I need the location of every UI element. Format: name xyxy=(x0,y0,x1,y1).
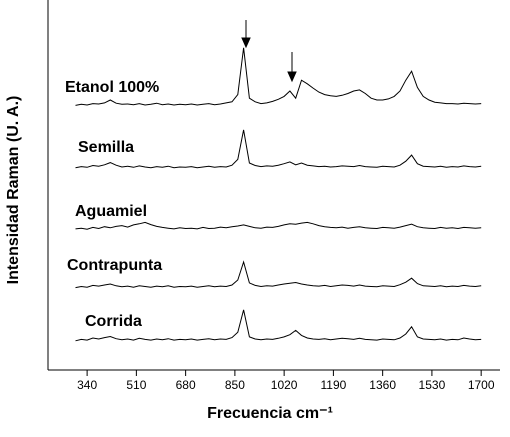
x-axis-label: Frecuencia cm⁻¹ xyxy=(207,405,333,422)
spectrum-line xyxy=(75,309,482,342)
x-tick-label: 340 xyxy=(77,378,97,392)
series-label: Corrida xyxy=(85,313,142,330)
x-tick-label: 850 xyxy=(225,378,245,392)
x-tick-label: 1190 xyxy=(320,378,346,392)
spectrum-line xyxy=(75,47,482,106)
series-label: Contrapunta xyxy=(67,257,162,274)
y-axis-label: Intensidad Raman (U. A.) xyxy=(5,96,22,285)
spectrum-line xyxy=(75,221,482,230)
x-tick-label: 1020 xyxy=(271,378,298,392)
x-tick-label: 1700 xyxy=(468,378,495,392)
arrow xyxy=(241,20,297,83)
spectrum-line xyxy=(75,260,482,289)
x-tick-label: 1360 xyxy=(369,378,396,392)
series-label: Aguamiel xyxy=(75,203,147,220)
x-tick-label: 680 xyxy=(176,378,196,392)
x-tick-label: 1530 xyxy=(419,378,446,392)
series-label: Semilla xyxy=(78,139,134,156)
spectrum-line xyxy=(75,129,482,169)
x-tick-label: 510 xyxy=(126,378,146,392)
series-label: Etanol 100% xyxy=(65,79,159,96)
